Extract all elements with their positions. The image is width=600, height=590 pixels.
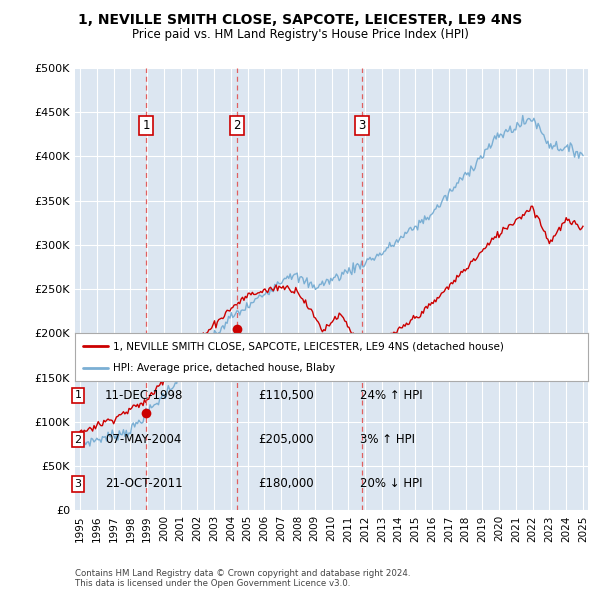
Text: 2: 2 (74, 435, 82, 444)
Text: 21-OCT-2011: 21-OCT-2011 (105, 477, 182, 490)
Text: 1, NEVILLE SMITH CLOSE, SAPCOTE, LEICESTER, LE9 4NS: 1, NEVILLE SMITH CLOSE, SAPCOTE, LEICEST… (78, 13, 522, 27)
Text: 1: 1 (143, 119, 150, 132)
Text: HPI: Average price, detached house, Blaby: HPI: Average price, detached house, Blab… (113, 363, 335, 373)
Text: £205,000: £205,000 (258, 433, 314, 446)
Text: 3: 3 (358, 119, 365, 132)
Text: 1, NEVILLE SMITH CLOSE, SAPCOTE, LEICESTER, LE9 4NS (detached house): 1, NEVILLE SMITH CLOSE, SAPCOTE, LEICEST… (113, 341, 505, 351)
Text: 2: 2 (233, 119, 241, 132)
Text: Contains HM Land Registry data © Crown copyright and database right 2024.
This d: Contains HM Land Registry data © Crown c… (75, 569, 410, 588)
Text: 3% ↑ HPI: 3% ↑ HPI (360, 433, 415, 446)
Text: 20% ↓ HPI: 20% ↓ HPI (360, 477, 422, 490)
Text: 11-DEC-1998: 11-DEC-1998 (105, 389, 184, 402)
Text: 07-MAY-2004: 07-MAY-2004 (105, 433, 181, 446)
Text: £110,500: £110,500 (258, 389, 314, 402)
Text: £180,000: £180,000 (258, 477, 314, 490)
Text: 3: 3 (74, 479, 82, 489)
Text: 24% ↑ HPI: 24% ↑ HPI (360, 389, 422, 402)
Text: 1: 1 (74, 391, 82, 400)
Text: Price paid vs. HM Land Registry's House Price Index (HPI): Price paid vs. HM Land Registry's House … (131, 28, 469, 41)
